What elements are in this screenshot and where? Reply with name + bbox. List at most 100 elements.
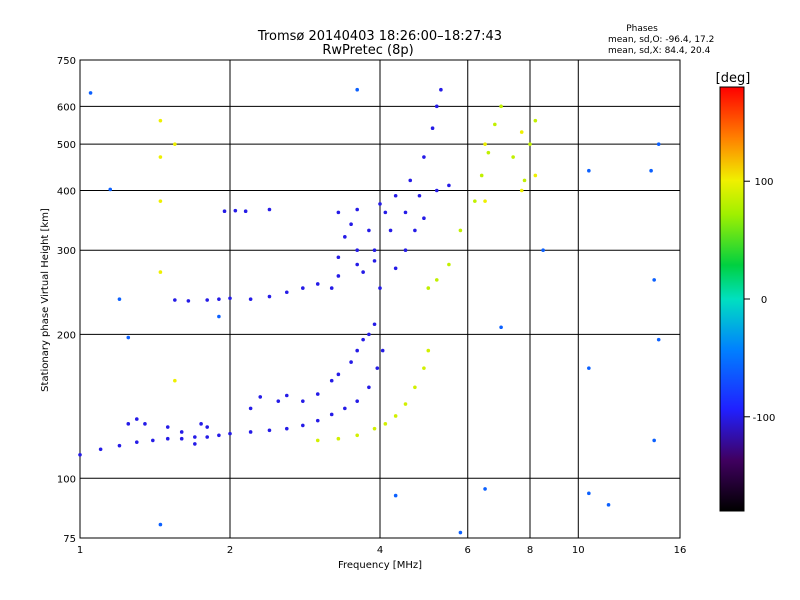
echo-point <box>134 440 139 444</box>
echo-point <box>276 399 281 403</box>
echo-point <box>336 255 341 260</box>
echo-point <box>88 91 93 95</box>
echo-point <box>426 348 431 353</box>
echo-point <box>267 294 272 299</box>
echo-point <box>193 442 197 446</box>
echo-point <box>284 290 289 295</box>
echo-point <box>408 178 413 183</box>
echo-point <box>528 142 532 146</box>
echo-point <box>343 235 347 239</box>
echo-point <box>243 209 248 214</box>
echo-point <box>533 118 538 123</box>
echo-point <box>336 436 341 441</box>
x-tick-label: 2 <box>227 545 233 556</box>
echo-point <box>393 493 398 498</box>
echo-point <box>126 335 131 340</box>
echo-point <box>158 522 163 527</box>
echo-point <box>134 417 139 421</box>
echo-point <box>393 266 398 271</box>
echo-point <box>367 385 371 390</box>
echo-point <box>511 155 515 159</box>
echo-point <box>447 183 451 188</box>
echo-point <box>173 298 177 302</box>
y-tick-labels: 75 100 200 300 400 500 600 750 <box>57 56 76 545</box>
echo-point <box>117 297 122 301</box>
echo-point <box>355 207 359 212</box>
echo-point <box>383 210 388 215</box>
echo-point <box>434 104 439 109</box>
echo-point <box>656 142 661 146</box>
colorbar-label: [deg] <box>716 71 751 86</box>
echo-point <box>315 282 320 286</box>
echo-point <box>78 452 82 457</box>
echo-point <box>458 530 463 535</box>
echo-point <box>378 286 382 290</box>
echo-point <box>248 430 253 434</box>
echo-point <box>233 208 238 213</box>
echo-point <box>315 418 320 423</box>
echo-point <box>179 430 184 434</box>
echo-point <box>422 155 426 159</box>
y-tick-label: 300 <box>57 246 76 257</box>
colorbar-tick-label: -100 <box>753 413 776 424</box>
echo-point <box>426 286 431 290</box>
echo-point <box>173 142 177 146</box>
echo-point <box>179 436 184 441</box>
echo-point <box>434 188 439 193</box>
echo-point <box>217 433 221 438</box>
y-tick-label: 500 <box>57 140 76 151</box>
echo-point <box>393 414 398 418</box>
echo-point <box>483 487 487 491</box>
y-tick-label: 400 <box>57 186 76 197</box>
echo-point <box>248 406 253 411</box>
echo-point <box>173 378 177 383</box>
x-tick-label: 6 <box>465 545 471 556</box>
echo-point <box>483 142 487 146</box>
echo-point <box>151 438 155 443</box>
echo-point <box>126 422 131 426</box>
echo-point <box>361 270 365 274</box>
echo-point <box>267 428 272 433</box>
y-tick-label: 75 <box>63 534 76 545</box>
echo-point <box>228 431 232 436</box>
chart-subtitle: RwPretec (8p) <box>322 43 413 58</box>
echo-point <box>336 274 341 278</box>
echo-point <box>205 298 209 302</box>
echo-point <box>372 322 377 327</box>
grid-lines <box>80 60 680 538</box>
echo-point <box>217 297 221 301</box>
echo-point <box>499 325 503 330</box>
echo-point <box>519 188 524 193</box>
echo-point <box>439 87 443 92</box>
echo-point <box>372 248 377 253</box>
echo-point <box>355 433 359 438</box>
echo-point <box>403 402 408 406</box>
echo-point <box>652 438 656 443</box>
phase-info-heading: Phases <box>626 24 658 34</box>
echo-point <box>329 378 334 383</box>
echo-point <box>413 228 417 233</box>
echo-point <box>375 366 380 370</box>
echo-point <box>656 337 661 342</box>
echo-point <box>652 278 656 282</box>
echo-point <box>199 422 203 426</box>
echo-point <box>158 118 163 123</box>
echo-point <box>158 199 163 203</box>
y-tick-label: 750 <box>57 56 76 67</box>
colorbar-tick-label: 0 <box>761 295 767 306</box>
echo-point <box>355 399 359 403</box>
echo-point <box>378 202 382 206</box>
y-tick-label: 100 <box>57 474 76 485</box>
echo-point <box>355 262 359 267</box>
echo-point <box>587 366 591 370</box>
chart-title: Tromsø 20140403 18:26:00–18:27:43 <box>257 29 502 44</box>
echo-point <box>649 168 653 173</box>
echo-point <box>403 210 408 215</box>
echo-point <box>343 406 347 411</box>
x-tick-label: 4 <box>377 545 383 556</box>
x-tick-label: 10 <box>572 545 585 556</box>
echo-point <box>186 299 191 303</box>
echo-point <box>248 297 253 301</box>
y-tick-label: 600 <box>57 102 76 113</box>
echo-point <box>355 87 359 92</box>
